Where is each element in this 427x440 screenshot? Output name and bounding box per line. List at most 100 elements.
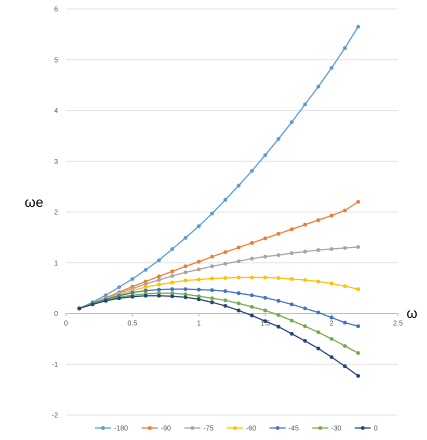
y-tick-label: -1 (52, 362, 58, 369)
data-point (196, 297, 201, 302)
data-point (342, 344, 347, 348)
series-lines (77, 24, 361, 378)
data-point (303, 339, 307, 343)
data-point (157, 287, 161, 292)
legend-item: -45 (269, 426, 299, 433)
data-point (250, 275, 254, 280)
data-point (250, 256, 254, 261)
data-point (276, 313, 281, 317)
data-point (303, 102, 307, 107)
legend-item: -180 (95, 426, 128, 433)
data-point (170, 247, 175, 251)
series-line (79, 288, 359, 327)
data-point (196, 224, 201, 229)
data-point (117, 285, 122, 290)
data-point (276, 298, 281, 303)
data-point (143, 293, 148, 298)
data-point (276, 276, 281, 280)
data-point (329, 213, 334, 218)
data-point (250, 241, 254, 245)
data-point (183, 292, 188, 297)
legend-label: -60 (246, 426, 256, 433)
data-point (170, 287, 175, 292)
data-point (210, 254, 214, 259)
data-point (157, 278, 161, 282)
legend-swatch-marker (147, 426, 152, 430)
data-point (289, 302, 294, 307)
data-point (196, 287, 201, 292)
data-point (356, 199, 361, 204)
data-point (210, 211, 214, 216)
data-point (183, 295, 188, 300)
data-point (196, 259, 201, 264)
legend-label: 0 (374, 426, 378, 433)
data-point (250, 293, 254, 298)
series-line (79, 201, 359, 310)
data-point (103, 298, 108, 303)
legend-swatch-marker (101, 426, 105, 430)
y-tick-label: 4 (54, 108, 58, 115)
data-point (276, 324, 281, 329)
y-tick-label: 2 (54, 210, 58, 217)
data-point (356, 374, 361, 378)
data-point (143, 285, 148, 290)
data-point (170, 280, 175, 285)
data-point (316, 310, 321, 315)
data-point (196, 277, 201, 282)
data-point (263, 254, 268, 259)
legend-swatch-marker (233, 426, 237, 430)
data-point (117, 296, 122, 301)
legend-item: -60 (227, 426, 256, 433)
axes: -2 -1 0 1 2 3 4 5 6 0 0.5 1 1.5 2 2.5 (52, 7, 403, 420)
data-point (276, 231, 281, 236)
data-point (170, 291, 175, 296)
x-axis-title: ω (407, 305, 418, 321)
data-point (223, 303, 228, 308)
legend-label: -75 (203, 426, 213, 433)
series--60 (77, 275, 361, 311)
series--180 (77, 24, 361, 311)
series-line (79, 246, 359, 310)
y-tick-label: 1 (54, 260, 58, 267)
data-point (183, 287, 188, 292)
data-point (130, 294, 135, 299)
data-point (289, 331, 294, 336)
y-tick-label: 5 (54, 57, 58, 64)
legend-item: 0 (354, 426, 378, 433)
data-point (183, 270, 188, 275)
data-point (183, 278, 188, 283)
data-point (289, 277, 294, 281)
series--45 (77, 287, 361, 329)
data-point (316, 218, 321, 223)
data-point (236, 245, 241, 250)
data-point (250, 305, 254, 309)
data-point (329, 247, 334, 251)
data-point (236, 275, 241, 280)
data-point (276, 137, 281, 141)
data-point (223, 261, 228, 266)
data-point (356, 351, 361, 355)
data-point (157, 293, 161, 298)
legend-swatch-marker (318, 426, 323, 430)
data-point (289, 120, 294, 125)
legend-label: -90 (161, 426, 171, 433)
data-point (210, 264, 214, 269)
data-point (210, 288, 214, 293)
x-tick-label: 0.5 (128, 321, 138, 328)
data-point (183, 264, 188, 269)
legend: -180 -90 -75 -60 -45 -30 0 (95, 426, 378, 433)
data-point (90, 302, 95, 307)
data-point (356, 245, 361, 249)
y-tick-label: 3 (54, 159, 58, 166)
data-point (303, 249, 307, 254)
data-point (250, 313, 254, 318)
data-point (356, 324, 361, 329)
data-point (143, 267, 148, 272)
data-point (342, 46, 347, 50)
y-tick-label: -2 (52, 413, 58, 420)
data-point (316, 330, 321, 335)
data-point (289, 318, 294, 323)
legend-label: -30 (331, 426, 341, 433)
data-point (329, 336, 334, 341)
data-point (236, 308, 241, 313)
